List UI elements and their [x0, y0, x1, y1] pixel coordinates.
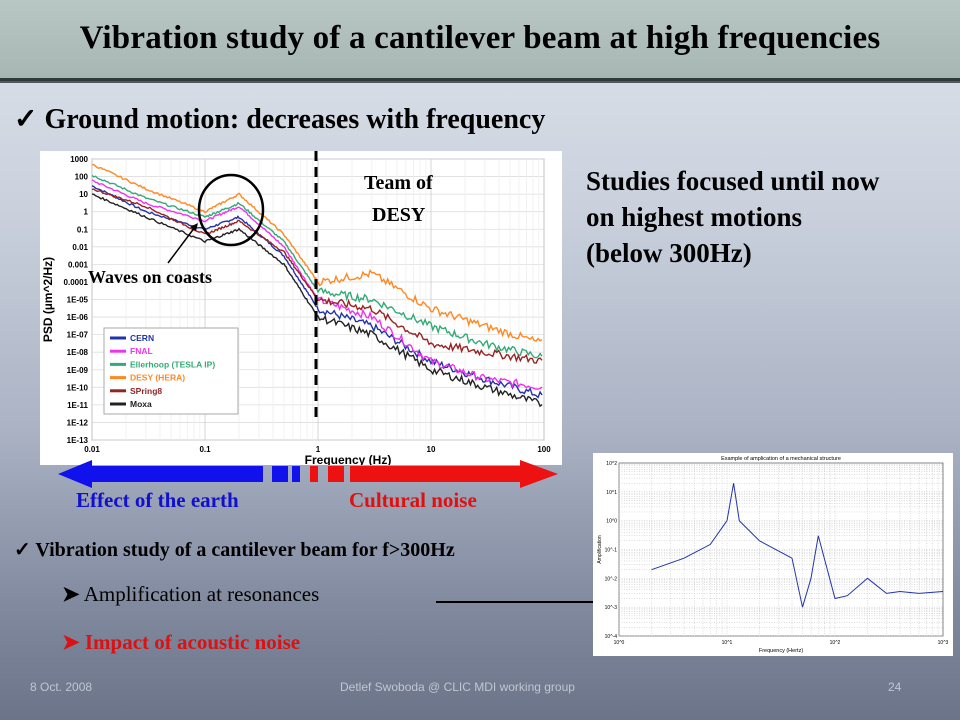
amp-x-tick: 10^0	[614, 640, 625, 646]
x-tick-label: 100	[537, 445, 551, 454]
frequency-range-arrow	[58, 460, 558, 488]
y-tick-label: 0.0001	[64, 278, 89, 287]
y-tick-label: 1E-13	[67, 436, 89, 445]
team-desy-label: Team of	[364, 172, 433, 194]
studies-line-3: (below 300Hz)	[586, 238, 752, 268]
y-tick-label: 0.01	[72, 243, 88, 252]
y-tick-label: 1000	[70, 155, 88, 164]
y-tick-label: 1E-09	[67, 366, 89, 375]
cultural-noise-label: Cultural noise	[349, 488, 477, 512]
sub-bullet-amplification-text: Amplification at resonances	[83, 582, 320, 606]
series-line-0	[91, 185, 543, 399]
bullet-ground-motion: ✓ Ground motion: decreases with frequenc…	[14, 102, 545, 136]
bullet-cantilever-text: Vibration study of a cantilever beam for…	[35, 539, 455, 561]
x-tick-label: 0.01	[84, 445, 100, 454]
y-tick-label: 10	[79, 190, 88, 199]
y-axis-label: PSD (µm^2/Hz)	[41, 257, 55, 342]
highlight-circle	[197, 173, 265, 247]
checkmark-icon: ✓	[14, 104, 38, 135]
y-tick-label: 1E-12	[67, 418, 89, 427]
amplification-figure: Example of amplication of a mechanical s…	[593, 453, 953, 656]
y-tick-label: 1E-06	[67, 313, 89, 322]
bullet-cantilever: ✓ Vibration study of a cantilever beam f…	[14, 537, 455, 562]
arrow-bullet-icon: ➤	[62, 582, 80, 606]
earth-dash-1	[272, 466, 288, 482]
amp-y-tick: 10^-2	[605, 576, 618, 582]
bullet-ground-motion-text: Ground motion: decreases with frequency	[44, 104, 546, 135]
y-tick-label: 1E-07	[67, 331, 89, 340]
sub-bullet-acoustic-text: Impact of acoustic noise	[84, 630, 301, 654]
y-tick-label: 0.001	[68, 260, 89, 269]
footer-center: Detlef Swoboda @ CLIC MDI working group	[340, 680, 575, 694]
amplification-chart: Example of amplication of a mechanical s…	[597, 456, 949, 654]
team-desy-label: DESY	[372, 204, 426, 226]
footer-page: 24	[888, 680, 902, 694]
legend-label: CERN	[130, 333, 154, 343]
cultural-dash-2	[328, 466, 344, 482]
arrow-bullet-icon: ➤	[62, 630, 80, 654]
cultural-arrow-icon	[350, 460, 558, 488]
studies-line-1: Studies focused until now	[586, 166, 880, 196]
psd-figure: 1000 100 10 1 0.1 0.01 0.001 0.0001 1E-05 1E-06 1E…	[40, 151, 562, 467]
amp-x-label: Frequency (Hertz)	[759, 648, 803, 654]
x-tick-label: 10	[427, 445, 436, 454]
series-line-5	[91, 193, 543, 408]
effect-of-earth-label: Effect of the earth	[76, 488, 239, 512]
title-divider	[0, 81, 960, 83]
amp-x-tick: 10^1	[722, 640, 733, 646]
annotation-pointer	[167, 226, 196, 264]
earth-arrow-icon	[58, 460, 263, 488]
checkmark-icon: ✓	[14, 539, 31, 561]
psd-chart: 10001001010.10.010.0010.00011E-051E-061E…	[41, 151, 551, 467]
legend-box	[103, 327, 239, 415]
amp-x-tick: 10^3	[938, 640, 949, 646]
amp-y-tick: 10^-3	[605, 605, 618, 611]
y-tick-label: 1E-10	[67, 383, 89, 392]
y-tick-label: 0.1	[77, 225, 89, 234]
x-axis-label: Frequency (Hz)	[305, 453, 392, 465]
amp-y-tick: 10^0	[606, 519, 617, 525]
y-tick-label: 1E-11	[67, 401, 88, 410]
sub-bullet-amplification: ➤ Amplification at resonances	[62, 582, 319, 607]
legend-label: Moxa	[130, 399, 152, 409]
amp-x-tick: 10^2	[830, 640, 841, 646]
title-bar: Vibration study of a cantilever beam at …	[0, 0, 960, 81]
legend-label: FNAL	[130, 346, 153, 356]
cultural-dash-1	[310, 466, 318, 482]
amp-y-tick: 10^1	[606, 490, 617, 496]
amp-y-tick: 10^-4	[605, 634, 618, 640]
y-tick-label: 1E-05	[67, 296, 89, 305]
series-line-1	[91, 179, 543, 390]
y-tick-label: 1E-08	[67, 348, 89, 357]
waves-label: Waves on coasts	[88, 267, 212, 287]
x-tick-label: 1	[316, 445, 321, 454]
amp-y-tick: 10^-1	[605, 548, 618, 554]
series-line-2	[91, 174, 543, 359]
amp-y-tick: 10^2	[606, 461, 617, 467]
annotation-arrowhead	[190, 223, 198, 231]
legend-label: SPring8	[130, 386, 162, 396]
series-line-3	[91, 163, 543, 342]
footer-date: 8 Oct. 2008	[30, 680, 93, 694]
studies-line-2: on highest motions	[586, 202, 803, 232]
y-tick-label: 1	[84, 208, 89, 217]
studies-text: Studies focused until now on highest mot…	[586, 163, 879, 271]
legend-label: DESY (HERA)	[130, 373, 185, 383]
earth-dash-2	[292, 466, 300, 482]
amp-chart-title: Example of amplication of a mechanical s…	[721, 456, 841, 462]
slide-title: Vibration study of a cantilever beam at …	[79, 20, 881, 56]
x-tick-label: 0.1	[199, 445, 211, 454]
sub-bullet-acoustic: ➤ Impact of acoustic noise	[62, 630, 300, 655]
amp-series-line	[651, 483, 944, 608]
amp-y-label: Amplification	[597, 535, 603, 564]
legend-label: Ellerhoop (TESLA IP)	[130, 359, 215, 369]
series-line-4	[91, 188, 543, 364]
y-tick-label: 100	[75, 173, 89, 182]
